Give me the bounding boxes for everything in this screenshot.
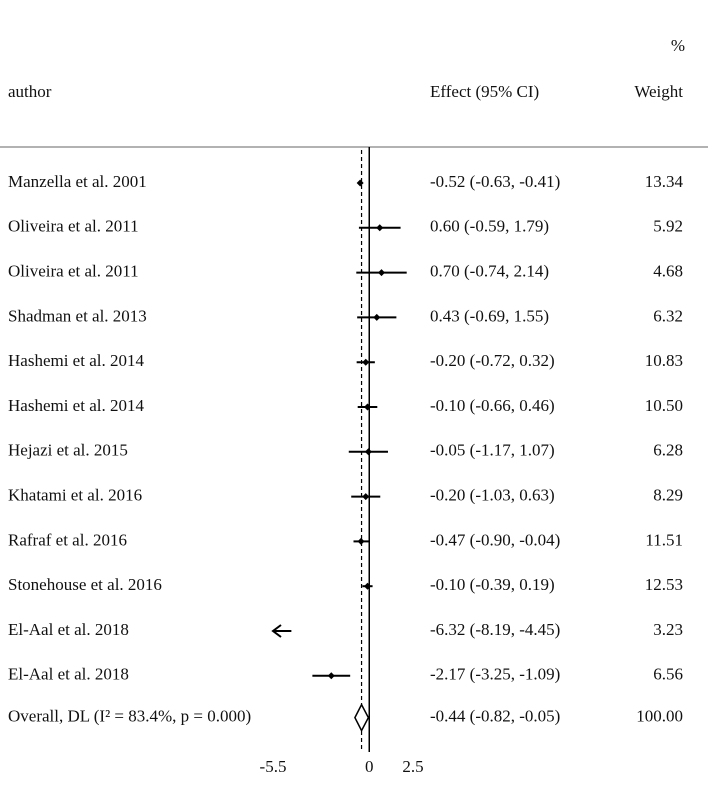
overall-weight-label: 100.00 [636,707,683,726]
author-label: Hashemi et al. 2014 [8,351,144,370]
point-estimate [364,403,371,411]
effect-label: -0.47 (-0.90, -0.04) [430,530,560,549]
weight-label: 4.68 [653,262,683,281]
overall-diamond [354,702,370,733]
weight-label: 6.32 [653,306,683,325]
effect-label: 0.43 (-0.69, 1.55) [430,306,549,325]
ci-arrowhead [271,624,282,638]
author-label: Rafraf et al. 2016 [8,530,127,549]
effect-label: -0.10 (-0.66, 0.46) [430,396,555,415]
effect-label: -0.05 (-1.17, 1.07) [430,441,555,460]
point-estimate [362,358,370,366]
weight-unit-header: % [671,36,685,55]
effect-label: -0.20 (-1.03, 0.63) [430,486,555,505]
effect-label: -0.10 (-0.39, 0.19) [430,575,555,594]
author-label: Oliveira et al. 2011 [8,262,139,281]
effect-label: 0.70 (-0.74, 2.14) [430,262,549,281]
weight-label: 12.53 [645,575,683,594]
weight-label: 10.83 [645,351,683,370]
author-header: author [8,82,52,101]
point-estimate [356,179,364,187]
weight-label: 6.28 [653,441,683,460]
effect-label: -0.52 (-0.63, -0.41) [430,172,560,191]
weight-label: 10.50 [645,396,683,415]
author-label: Manzella et al. 2001 [8,172,147,191]
effect-label: -2.17 (-3.25, -1.09) [430,665,560,684]
weight-label: 13.34 [645,172,684,191]
effect-header: Effect (95% CI) [430,82,539,101]
author-label: Stonehouse et al. 2016 [8,575,162,594]
point-estimate [357,537,365,545]
author-label: Oliveira et al. 2011 [8,217,139,236]
effect-label: -0.20 (-0.72, 0.32) [430,351,555,370]
author-label: El-Aal et al. 2018 [8,665,129,684]
point-estimate [327,672,335,680]
point-estimate [376,224,384,232]
overall-label: Overall, DL (I² = 83.4%, p = 0.000) [8,707,251,726]
point-estimate [373,313,381,321]
author-label: El-Aal et al. 2018 [8,620,129,639]
weight-label: 6.56 [653,665,683,684]
effect-label: -6.32 (-8.19, -4.45) [430,620,560,639]
x-tick-label: 0 [365,757,374,776]
weight-label: 5.92 [653,217,683,236]
weight-label: 11.51 [645,530,683,549]
author-label: Shadman et al. 2013 [8,306,147,325]
point-estimate [362,493,370,501]
point-estimate [364,448,372,456]
author-label: Hejazi et al. 2015 [8,441,128,460]
author-label: Khatami et al. 2016 [8,486,142,505]
author-label: Hashemi et al. 2014 [8,396,144,415]
weight-label: 8.29 [653,486,683,505]
weight-header: Weight [634,82,683,101]
x-tick-label: -5.5 [260,757,287,776]
overall-effect-label: -0.44 (-0.82, -0.05) [430,707,560,726]
x-tick-label: 2.5 [402,757,423,776]
point-estimate [378,269,385,277]
effect-label: 0.60 (-0.59, 1.79) [430,217,549,236]
point-estimate [364,582,371,590]
weight-label: 3.23 [653,620,683,639]
